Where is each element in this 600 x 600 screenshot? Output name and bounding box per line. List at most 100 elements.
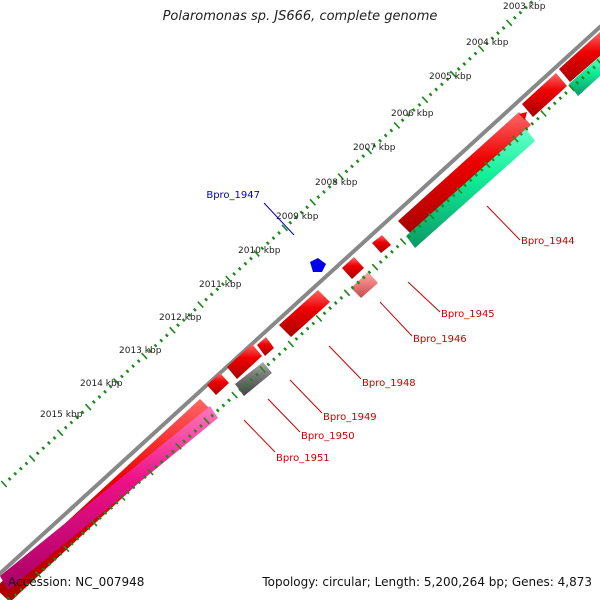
outer-scale-tick <box>113 378 120 386</box>
inner-scale-tick <box>530 121 535 126</box>
outer-scale-tick <box>389 128 394 133</box>
inner-scale-tick <box>131 485 136 490</box>
inner-scale-tick <box>187 434 192 439</box>
outer-scale-tick <box>316 195 321 200</box>
inner-scale-tick <box>592 65 596 70</box>
inner-scale-tick <box>361 275 366 280</box>
outer-scale-tick <box>260 246 265 251</box>
gene-label-bpro-1950[interactable]: Bpro_1950 <box>301 431 355 442</box>
outer-scale-tick <box>164 333 169 338</box>
callout-line <box>379 301 413 337</box>
gene-label-bpro-1946[interactable]: Bpro_1946 <box>413 334 467 345</box>
outer-scale-tick <box>253 249 260 257</box>
scale-label: 2004 kbp <box>466 38 509 48</box>
outer-scale-tick <box>125 369 130 374</box>
inner-scale-tick <box>536 116 540 121</box>
outer-scale-tick <box>473 51 478 56</box>
outer-scale-tick <box>215 287 220 292</box>
callout-line <box>243 419 276 453</box>
cds-bpro-1946-light[interactable] <box>351 272 378 298</box>
cds-bpro-1949-fwd[interactable] <box>257 337 274 356</box>
inner-scale-tick <box>86 526 91 531</box>
outer-scale-tick <box>477 44 485 53</box>
scale-label: 2015 kbp <box>40 410 83 420</box>
inner-scale-tick <box>277 352 282 357</box>
cds-pink-long[interactable] <box>0 406 218 590</box>
gene-label-bpro-1949[interactable]: Bpro_1949 <box>323 412 377 423</box>
inner-scale-tick <box>502 147 507 152</box>
cds-bpro-1944-fwd[interactable] <box>398 112 531 233</box>
cds-bpro-1946-fwd[interactable] <box>342 257 364 279</box>
inner-scale-tick <box>69 541 74 546</box>
outer-scale-tick <box>299 210 304 215</box>
inner-scale-tick <box>568 84 575 92</box>
inner-scale-tick <box>294 336 299 341</box>
gene-label-bpro-1948[interactable]: Bpro_1948 <box>362 378 416 389</box>
outer-scale-tick <box>434 87 439 92</box>
outer-scale-tick <box>237 266 242 271</box>
inner-scale-tick <box>491 157 495 162</box>
outer-scale-tick <box>243 261 248 266</box>
scale-label: 2007 kbp <box>353 143 396 153</box>
outer-scale-tick <box>141 352 148 360</box>
cds-bpro-1950-fwd[interactable] <box>227 344 262 379</box>
inner-scale-tick <box>13 592 18 597</box>
inner-scale-tick <box>203 417 210 425</box>
outer-scale-tick <box>327 184 332 189</box>
outer-scale-tick <box>187 312 192 317</box>
cds-bpro-1944-green[interactable] <box>406 129 535 248</box>
outer-scale-tick <box>75 415 79 420</box>
outer-scale-tick <box>24 461 29 466</box>
gene-label-bpro-1951[interactable]: Bpro_1951 <box>276 453 330 464</box>
cds-bpro-1948[interactable] <box>279 290 330 337</box>
cds-bpro-1951-region[interactable] <box>207 373 229 395</box>
outer-scale-tick <box>281 224 288 232</box>
outer-scale-tick <box>468 56 472 61</box>
outer-scale-tick <box>13 471 18 476</box>
cds-forward-top[interactable] <box>559 32 600 82</box>
inner-scale-tick <box>182 439 186 444</box>
inner-scale-tick <box>586 70 591 75</box>
outer-scale-tick <box>529 0 534 5</box>
scale-label: 2014 kbp <box>80 379 123 389</box>
inner-scale-tick <box>193 429 198 433</box>
cds-bpro-1945[interactable] <box>372 235 391 253</box>
inner-scale-tick <box>109 505 114 510</box>
outer-scale-tick <box>309 198 316 206</box>
inner-scale-tick <box>558 96 563 101</box>
scale-label: 2003 kbp <box>503 2 546 12</box>
outer-scale-tick <box>400 118 405 123</box>
map-title: Polaromonas sp. JS666, complete genome <box>162 9 438 24</box>
outer-scale-tick <box>119 374 124 379</box>
inner-scale-tick <box>103 511 108 515</box>
outer-scale-tick <box>84 403 92 411</box>
inner-scale-tick <box>552 101 557 106</box>
inner-scale-tick <box>154 464 158 469</box>
inner-scale-tick <box>231 391 238 399</box>
inner-scale-tick <box>283 347 288 352</box>
cds-forward-small-arrow[interactable] <box>519 112 527 120</box>
inner-scale-tick <box>496 152 501 157</box>
inner-scale-tick <box>507 142 512 147</box>
inner-scale-tick <box>238 388 243 392</box>
inner-scale-tick <box>333 301 338 305</box>
inner-scale-ticks <box>6 58 600 600</box>
inner-scale-tick <box>399 238 407 246</box>
gene-label-bpro-1945[interactable]: Bpro_1945 <box>441 309 495 320</box>
inner-scale-tick <box>564 91 568 95</box>
inner-scale-tick <box>305 326 310 331</box>
inner-scale-tick <box>137 480 142 485</box>
outer-scale-tick <box>393 121 401 129</box>
inner-scale-tick <box>311 321 316 326</box>
gene-label-bpro-1944[interactable]: Bpro_1944 <box>521 236 575 247</box>
gene-label-bpro-1947[interactable]: Bpro_1947 <box>206 190 260 201</box>
outer-scale-tick <box>204 297 208 302</box>
inner-scale-tick <box>221 403 226 408</box>
inner-scale-tick <box>524 126 529 131</box>
highlight-gene-bpro-1947[interactable] <box>310 258 326 272</box>
inner-scale-tick <box>142 475 147 480</box>
outer-scale-tick <box>383 133 388 138</box>
outer-scale-tick <box>411 108 416 112</box>
cds-green-top[interactable] <box>569 56 600 96</box>
cds-forward-upper[interactable] <box>522 73 567 117</box>
